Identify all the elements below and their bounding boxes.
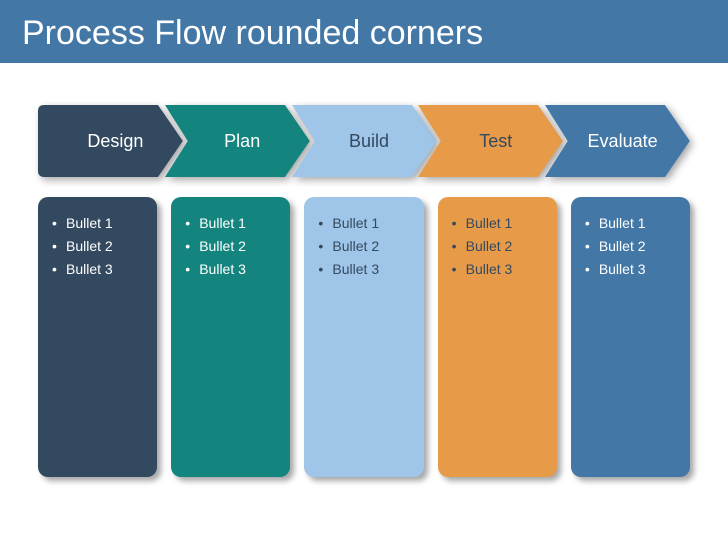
- bullet-item: Bullet 3: [318, 259, 409, 280]
- bullet-list: Bullet 1 Bullet 2 Bullet 3: [318, 213, 409, 280]
- bullet-item: Bullet 2: [452, 236, 543, 257]
- arrow-label: Build: [339, 131, 389, 152]
- bullet-item: Bullet 3: [52, 259, 143, 280]
- arrow-row: Design Plan Build Test Evaluate: [38, 105, 690, 177]
- bullet-list: Bullet 1 Bullet 2 Bullet 3: [452, 213, 543, 280]
- page-title: Process Flow rounded corners: [0, 0, 728, 63]
- arrow-label: Evaluate: [578, 131, 658, 152]
- arrow-label: Plan: [214, 131, 260, 152]
- panel-plan: Bullet 1 Bullet 2 Bullet 3: [171, 197, 290, 477]
- panel-build: Bullet 1 Bullet 2 Bullet 3: [304, 197, 423, 477]
- arrow-label: Design: [77, 131, 143, 152]
- panel-design: Bullet 1 Bullet 2 Bullet 3: [38, 197, 157, 477]
- bullet-item: Bullet 1: [318, 213, 409, 234]
- arrow-evaluate: Evaluate: [545, 105, 690, 177]
- bullet-item: Bullet 3: [585, 259, 676, 280]
- panel-test: Bullet 1 Bullet 2 Bullet 3: [438, 197, 557, 477]
- bullet-item: Bullet 1: [452, 213, 543, 234]
- panel-row: Bullet 1 Bullet 2 Bullet 3 Bullet 1 Bull…: [38, 197, 690, 477]
- bullet-item: Bullet 2: [318, 236, 409, 257]
- bullet-item: Bullet 1: [52, 213, 143, 234]
- arrow-design: Design: [38, 105, 183, 177]
- arrow-label: Test: [469, 131, 512, 152]
- bullet-item: Bullet 3: [452, 259, 543, 280]
- bullet-item: Bullet 2: [52, 236, 143, 257]
- arrow-build: Build: [292, 105, 437, 177]
- arrow-plan: Plan: [165, 105, 310, 177]
- bullet-item: Bullet 3: [185, 259, 276, 280]
- diagram-area: Design Plan Build Test Evaluate Bullet 1…: [0, 63, 728, 477]
- panel-evaluate: Bullet 1 Bullet 2 Bullet 3: [571, 197, 690, 477]
- bullet-list: Bullet 1 Bullet 2 Bullet 3: [185, 213, 276, 280]
- bullet-item: Bullet 2: [585, 236, 676, 257]
- bullet-item: Bullet 1: [185, 213, 276, 234]
- bullet-item: Bullet 2: [185, 236, 276, 257]
- arrow-test: Test: [418, 105, 563, 177]
- bullet-list: Bullet 1 Bullet 2 Bullet 3: [52, 213, 143, 280]
- bullet-item: Bullet 1: [585, 213, 676, 234]
- bullet-list: Bullet 1 Bullet 2 Bullet 3: [585, 213, 676, 280]
